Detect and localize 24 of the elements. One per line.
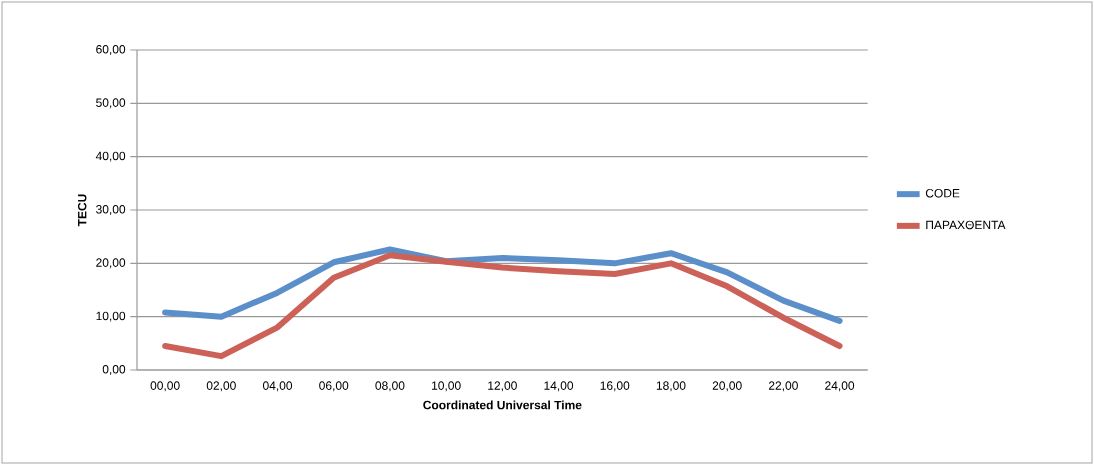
x-tick-label: 04,00: [262, 381, 293, 392]
x-tick-label: 24,00: [825, 381, 855, 392]
y-tick-label: 10,00: [96, 311, 126, 322]
y-axis-title: TECU: [77, 194, 87, 227]
y-tick-label: 50,00: [96, 98, 126, 109]
x-tick-label: 06,00: [319, 381, 349, 392]
x-tick-label: 16,00: [600, 381, 630, 392]
y-tick-label: 20,00: [96, 258, 126, 269]
legend-label: ΠΑΡΑΧΘΕΝΤΑ: [926, 220, 1006, 230]
y-tick-label: 30,00: [96, 205, 126, 215]
x-tick-label: 08,00: [375, 381, 405, 392]
x-tick-label: 18,00: [656, 381, 686, 392]
x-tick-label: 22,00: [768, 381, 798, 392]
x-axis-title: Coordinated Universal Time: [423, 400, 582, 410]
x-tick-label: 02,00: [206, 381, 236, 392]
x-tick-label: 20,00: [712, 381, 742, 392]
y-tick-label: 0,00: [102, 365, 126, 375]
legend-label: CODE: [925, 188, 960, 198]
x-tick-label: 14,00: [544, 381, 574, 392]
x-tick-label: 10,00: [432, 381, 461, 392]
x-tick-label: 00,00: [150, 381, 180, 392]
x-tick-label: 12,00: [488, 381, 517, 392]
y-tick-label: 60,00: [96, 45, 126, 55]
y-tick-label: 40,00: [95, 151, 126, 162]
